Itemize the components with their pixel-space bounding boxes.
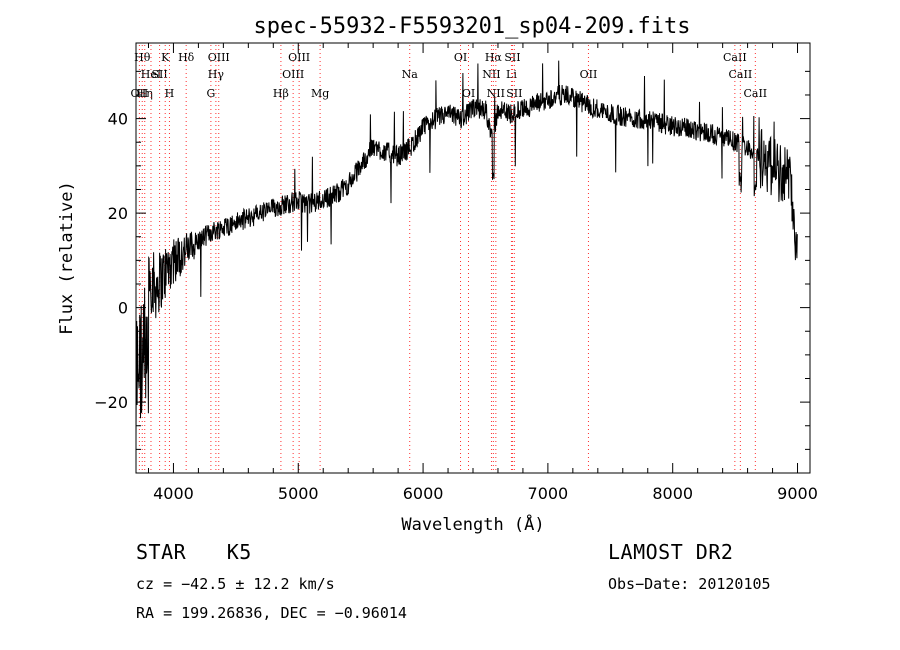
obs-date-label: Obs−Date: 20120105 <box>608 575 771 593</box>
y-tick-label-2: 20 <box>108 204 128 223</box>
spectral-class: STAR K5 <box>136 540 252 564</box>
line-label-14: Mg <box>311 87 329 100</box>
survey-label: LAMOST DR2 <box>608 540 734 564</box>
line-label-3: HeI <box>141 68 161 81</box>
axis-ticks: 4000 5000 6000 7000 8000 9000 −20 0 20 40 <box>94 43 818 503</box>
line-label-20: NII <box>487 87 505 100</box>
line-label-24: OII <box>580 68 598 81</box>
line-label-2: Hη <box>137 87 153 100</box>
line-label-11: Hβ <box>273 87 289 100</box>
subclass-label: K5 <box>226 540 252 564</box>
class-label: STAR <box>136 540 187 564</box>
line-label-25: CaII <box>723 51 747 64</box>
y-tick-label-3: 40 <box>108 110 128 129</box>
line-label-26: CaII <box>729 68 753 81</box>
line-label-5: K <box>161 51 170 64</box>
line-label-13: OIII <box>288 51 310 64</box>
line-label-9: Hγ <box>208 68 225 81</box>
y-axis-label: Flux (relative) <box>57 181 77 335</box>
x-tick-label-1: 5000 <box>278 484 319 503</box>
x-tick-label-0: 4000 <box>153 484 194 503</box>
line-label-15: Na <box>402 68 419 81</box>
x-tick-label-5: 9000 <box>777 484 818 503</box>
line-label-18: NII <box>482 68 500 81</box>
x-tick-label-3: 7000 <box>528 484 569 503</box>
line-label-1: Hθ <box>134 51 151 64</box>
line-label-4: SII <box>151 68 167 81</box>
y-tick-label-0: −20 <box>94 393 128 412</box>
line-label-12: OIII <box>282 68 304 81</box>
line-label-16: OI <box>454 51 467 64</box>
line-label-8: G <box>206 87 215 100</box>
redshift-label: cz = −42.5 ± 12.2 km/s <box>136 575 335 593</box>
x-axis-label: Wavelength (Å) <box>401 513 544 535</box>
spectrum-line <box>135 60 798 438</box>
line-label-17: OI <box>462 87 475 100</box>
line-label-10: OIII <box>208 51 230 64</box>
line-label-19: Hα <box>485 51 503 64</box>
line-label-6: H <box>165 87 175 100</box>
line-label-23: SII <box>506 87 522 100</box>
chart-title: spec-55932-F5593201_sp04-209.fits <box>253 14 690 39</box>
line-label-7: Hδ <box>178 51 195 64</box>
line-label-22: SII <box>504 51 520 64</box>
y-tick-label-1: 0 <box>118 299 128 318</box>
line-label-0: OII <box>131 87 149 100</box>
line-label-21: Li <box>506 68 517 81</box>
x-tick-label-4: 8000 <box>652 484 693 503</box>
coordinates-label: RA = 199.26836, DEC = −0.96014 <box>136 604 407 622</box>
x-tick-label-2: 6000 <box>403 484 444 503</box>
line-label-27: CaII <box>743 87 767 100</box>
spectral-line-markers: OIIHθHηHeISIIKHHδGHγOIIIHβOIIIOIIIMgNaOI… <box>131 45 767 473</box>
